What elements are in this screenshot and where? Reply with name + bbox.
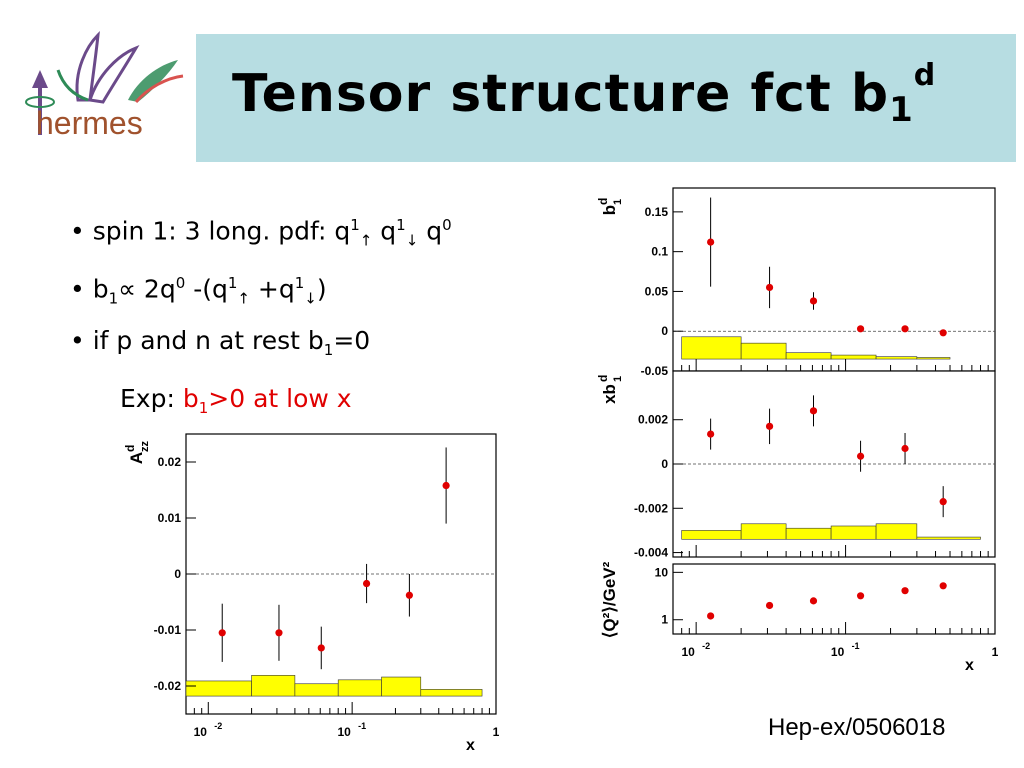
y-axis-label: xb d 1	[596, 375, 624, 404]
y-tick-label: 1	[661, 613, 668, 627]
y-axis-label-text: b	[600, 205, 619, 215]
y-axis-label-sub: 1	[612, 376, 624, 382]
slide-title: Tensor structure fct b1d	[232, 58, 937, 130]
title-banner	[196, 34, 1016, 162]
y-axis-label-text: xb	[600, 384, 619, 404]
data-point	[901, 587, 909, 595]
data-point	[901, 444, 909, 453]
x-tick-exp: -2	[214, 721, 222, 731]
y-tick-label: 0	[174, 567, 181, 581]
y-tick-label: 0.002	[638, 413, 668, 427]
hermes-logo: hermes	[25, 30, 184, 141]
y-tick-label: 0.01	[158, 511, 182, 525]
y-tick-label: -0.002	[634, 501, 668, 515]
systematic-band	[830, 525, 877, 540]
data-point	[218, 629, 226, 637]
x-tick-exp: -2	[702, 641, 710, 651]
data-point	[939, 329, 947, 337]
x-tick-label: 1	[493, 725, 500, 739]
y-axis-label-sup: d	[596, 375, 610, 382]
y-axis-label: ⟨Q²⟩/GeV²	[600, 561, 619, 638]
x-tick-label: 10	[831, 645, 845, 659]
systematic-band	[916, 357, 951, 360]
systematic-band	[740, 342, 787, 360]
data-point	[856, 592, 865, 600]
data-point	[317, 644, 325, 652]
plot-frame	[672, 563, 996, 635]
y-tick-label: 10	[655, 565, 669, 579]
systematic-band	[785, 527, 832, 540]
bullet-b1: • b1∝ 2q0 -(q1↑ +q1↓)	[70, 274, 327, 308]
data-point	[765, 422, 774, 430]
data-point	[765, 283, 774, 292]
x-tick-exp: -1	[358, 721, 366, 731]
y-axis-label-sup: d	[596, 198, 610, 205]
systematic-band	[251, 675, 296, 697]
data-point	[442, 481, 450, 490]
systematic-band	[420, 689, 483, 697]
data-point	[405, 591, 413, 599]
y-axis-label-text: A	[127, 452, 146, 464]
y-tick-label: 0.15	[645, 205, 669, 219]
data-point	[939, 582, 947, 590]
x-axis-label: x	[466, 737, 475, 754]
data-point	[939, 498, 947, 506]
systematic-band	[916, 536, 981, 540]
y-axis-label-sub: zz	[139, 441, 151, 453]
systematic-band	[681, 336, 742, 360]
y-tick-label: 0	[661, 324, 668, 338]
x-axis-label: x	[965, 657, 974, 674]
systematic-band	[785, 352, 832, 360]
data-point	[707, 430, 715, 438]
y-tick-label: 0	[661, 457, 668, 471]
y-tick-label: 0.1	[651, 245, 668, 259]
systematic-band	[681, 530, 742, 540]
systematic-band	[830, 354, 877, 360]
systematic-band	[740, 523, 787, 540]
bullet-rest: • if p and n at rest b1=0	[70, 326, 371, 359]
x-tick-label: 10	[194, 725, 208, 739]
data-point	[707, 238, 715, 246]
data-point	[856, 325, 865, 333]
y-axis-label-sup: d	[123, 445, 137, 452]
y-axis-label: Ad zz	[123, 441, 151, 465]
x-tick-exp: -1	[852, 641, 860, 651]
systematic-band	[337, 679, 382, 697]
x-tick-label: 1	[992, 645, 999, 659]
y-tick-label: -0.02	[154, 679, 182, 693]
data-point	[809, 407, 818, 415]
bullet-list: • spin 1: 3 long. pdf: q1↑ q1↓ q0 • b1∝ …	[70, 196, 452, 428]
data-point	[809, 297, 818, 305]
data-point	[856, 452, 865, 460]
data-point	[707, 612, 715, 620]
x-tick-label: 10	[337, 725, 351, 739]
systematic-band	[294, 683, 339, 697]
exp-line: Exp: b1>0 at low x	[120, 384, 352, 417]
y-axis-label-text: ⟨Q²⟩/GeV²	[600, 561, 619, 638]
data-point	[362, 579, 371, 588]
data-point	[275, 629, 283, 637]
systematic-band	[185, 680, 252, 697]
bullet-spin: • spin 1: 3 long. pdf: q1↑ q1↓ q0	[70, 216, 452, 250]
y-tick-label: 0.05	[645, 284, 669, 298]
y-tick-label: -0.05	[641, 364, 669, 378]
x-tick-label: 10	[681, 645, 695, 659]
reference: Hep-ex/0506018	[768, 714, 946, 741]
y-tick-label: -0.01	[154, 623, 182, 637]
data-point	[901, 325, 909, 333]
logo-text: hermes	[36, 105, 143, 141]
systematic-band	[381, 676, 422, 697]
y-tick-label: 0.02	[158, 455, 182, 469]
y-axis-label: bd 1	[596, 198, 624, 216]
y-tick-label: -0.004	[634, 546, 668, 560]
y-axis-label-sub: 1	[612, 199, 624, 205]
data-point	[809, 597, 818, 605]
data-point	[765, 601, 774, 610]
systematic-band	[875, 523, 918, 540]
azz-chart: 0.02 0.01 0 -0.01 -0.02 10 -2 10 -1 1 x Ad zz	[123, 433, 500, 754]
systematic-band	[875, 356, 918, 360]
